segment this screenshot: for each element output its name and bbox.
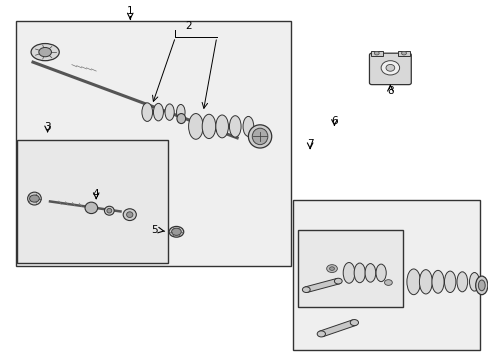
Ellipse shape (444, 271, 455, 293)
Ellipse shape (349, 320, 358, 326)
Ellipse shape (123, 209, 136, 221)
Ellipse shape (215, 115, 228, 138)
Circle shape (384, 280, 391, 285)
Ellipse shape (375, 264, 386, 282)
Ellipse shape (353, 263, 365, 283)
Ellipse shape (142, 103, 152, 121)
Text: 7: 7 (306, 139, 313, 149)
Bar (292, 200, 479, 350)
Ellipse shape (431, 270, 443, 293)
Text: 8: 8 (386, 86, 393, 96)
Ellipse shape (104, 206, 114, 215)
Circle shape (30, 195, 39, 202)
Circle shape (326, 265, 337, 273)
Circle shape (401, 51, 406, 55)
Ellipse shape (202, 114, 215, 139)
Ellipse shape (334, 278, 342, 284)
Ellipse shape (126, 212, 133, 217)
Text: 6: 6 (330, 116, 337, 126)
Ellipse shape (176, 104, 184, 120)
Ellipse shape (229, 116, 241, 137)
Bar (297, 230, 402, 307)
Polygon shape (319, 320, 355, 337)
Polygon shape (305, 278, 339, 292)
Ellipse shape (385, 64, 394, 71)
Text: 5: 5 (151, 225, 158, 235)
Circle shape (171, 228, 181, 235)
Ellipse shape (317, 331, 325, 337)
Text: 4: 4 (93, 189, 100, 199)
Bar (18, 140, 168, 263)
Ellipse shape (243, 116, 253, 136)
Ellipse shape (365, 264, 375, 282)
FancyBboxPatch shape (369, 53, 410, 85)
Bar (397, 51, 409, 56)
Ellipse shape (153, 103, 163, 121)
Ellipse shape (475, 276, 487, 295)
Text: 2: 2 (185, 21, 191, 31)
Ellipse shape (85, 202, 98, 213)
Circle shape (373, 51, 378, 55)
Ellipse shape (28, 192, 41, 205)
Ellipse shape (248, 125, 271, 148)
Ellipse shape (477, 280, 484, 291)
Ellipse shape (169, 226, 183, 237)
Ellipse shape (380, 61, 399, 75)
Ellipse shape (406, 269, 420, 295)
Circle shape (329, 267, 334, 270)
Bar (370, 51, 382, 56)
Ellipse shape (31, 44, 59, 61)
Ellipse shape (343, 262, 354, 283)
Ellipse shape (252, 128, 267, 145)
Ellipse shape (468, 273, 479, 291)
Ellipse shape (107, 208, 112, 213)
Ellipse shape (177, 113, 185, 123)
Ellipse shape (188, 113, 203, 139)
Ellipse shape (419, 270, 431, 294)
Ellipse shape (456, 272, 467, 292)
Ellipse shape (164, 104, 174, 120)
Text: 3: 3 (44, 122, 51, 132)
Circle shape (39, 48, 51, 57)
Bar (16, 21, 290, 266)
Text: 1: 1 (127, 6, 133, 17)
Ellipse shape (302, 287, 309, 293)
